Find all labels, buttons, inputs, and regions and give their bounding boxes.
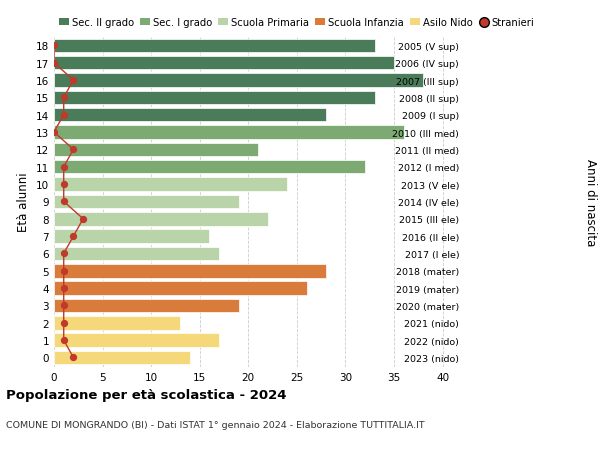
Bar: [54, 316, 180, 330]
Text: Anni di nascita: Anni di nascita: [584, 158, 597, 246]
Bar: [54, 161, 365, 174]
Bar: [54, 230, 209, 243]
Point: [59, 181, 68, 188]
Bar: [54, 334, 219, 347]
Bar: [54, 91, 374, 105]
Point: [59, 95, 68, 102]
Point: [59, 198, 68, 206]
Point: [49, 43, 59, 50]
Point: [59, 302, 68, 309]
Bar: [54, 264, 326, 278]
Point: [59, 337, 68, 344]
Point: [68, 146, 78, 154]
Point: [49, 129, 59, 136]
Point: [59, 112, 68, 119]
Legend: Sec. II grado, Sec. I grado, Scuola Primaria, Scuola Infanzia, Asilo Nido, Stran: Sec. II grado, Sec. I grado, Scuola Prim…: [59, 18, 535, 28]
Point: [49, 60, 59, 67]
Bar: [54, 247, 219, 261]
Bar: [54, 57, 394, 70]
Point: [68, 233, 78, 240]
Bar: [54, 282, 307, 295]
Point: [59, 268, 68, 275]
Text: COMUNE DI MONGRANDO (BI) - Dati ISTAT 1° gennaio 2024 - Elaborazione TUTTITALIA.: COMUNE DI MONGRANDO (BI) - Dati ISTAT 1°…: [6, 420, 425, 429]
Bar: [54, 299, 239, 313]
Bar: [54, 213, 268, 226]
Bar: [54, 74, 423, 88]
Bar: [54, 195, 239, 209]
Bar: [54, 143, 258, 157]
Point: [68, 77, 78, 84]
Point: [68, 354, 78, 361]
Bar: [54, 39, 374, 53]
Point: [59, 285, 68, 292]
Point: [79, 216, 88, 223]
Text: Popolazione per età scolastica - 2024: Popolazione per età scolastica - 2024: [6, 388, 287, 401]
Point: [59, 164, 68, 171]
Bar: [54, 109, 326, 122]
Bar: [54, 178, 287, 191]
Point: [59, 319, 68, 327]
Y-axis label: Età alunni: Età alunni: [17, 172, 31, 232]
Bar: [54, 126, 404, 140]
Bar: [54, 351, 190, 364]
Point: [59, 250, 68, 257]
